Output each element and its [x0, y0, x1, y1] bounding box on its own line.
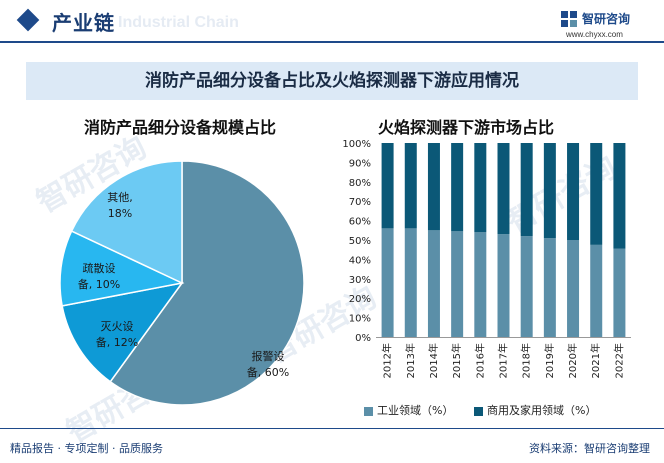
pie-label-baojing-line1: 报警设	[252, 349, 285, 363]
x-tick-label: 2021年	[589, 343, 602, 378]
bar-gongye-2015年	[451, 231, 464, 337]
x-tick-label: 2014年	[427, 343, 440, 378]
bar-gongye-2019年	[543, 238, 556, 337]
pie-slice-baojing	[109, 160, 305, 406]
pie-label-qita-line2: 18%	[108, 207, 132, 220]
x-tick-label: 2017年	[497, 343, 510, 378]
legend-swatch-shangyong	[474, 406, 483, 416]
bar-gongye-2016年	[474, 232, 487, 337]
bar-gongye-2013年	[404, 228, 417, 337]
brand-name: 智研咨询	[582, 12, 631, 26]
brand-logo-icon	[561, 11, 577, 27]
x-tick-label: 2015年	[450, 343, 463, 378]
brand: 智研咨询 www.chyxx.com	[560, 9, 652, 41]
bar-shangyong-2014年	[427, 143, 440, 231]
pie-slice-miehuo	[61, 281, 184, 383]
bar-shangyong-2020年	[567, 143, 580, 240]
bar-gongye-2017年	[497, 234, 510, 337]
bar-gongye-2021年	[590, 244, 603, 337]
bar-gongye-2014年	[427, 230, 440, 337]
bar-gongye-2022年	[613, 248, 626, 337]
pie-slice-qita	[70, 160, 183, 285]
x-tick-label: 2019年	[543, 343, 556, 378]
bar-shangyong-2019年	[543, 143, 556, 239]
pie-slice-shusan	[59, 230, 185, 307]
bar-gongye-2018年	[520, 236, 533, 337]
pie-label-shusan-line2: 备, 10%	[78, 277, 120, 291]
bar-shangyong-2017年	[497, 143, 510, 235]
y-tick-label: 0%	[355, 333, 371, 344]
footer-tagline: 精品报告 · 专项定制 · 品质服务	[10, 442, 163, 455]
pie-label-shusan-line1: 疏散设	[83, 261, 116, 275]
y-tick-label: 90%	[349, 158, 371, 169]
header-diamond-icon	[16, 8, 40, 32]
y-tick-label: 20%	[349, 294, 371, 305]
y-tick-label: 80%	[349, 178, 371, 189]
brand-url: www.chyxx.com	[566, 30, 623, 39]
chart-banner: 消防产品细分设备占比及火焰探测器下游应用情况	[26, 62, 638, 100]
x-tick-label: 2016年	[473, 343, 486, 378]
bar-gongye-2012年	[381, 228, 394, 337]
y-tick-label: 70%	[349, 197, 371, 208]
pie-label-miehuo-line2: 备, 12%	[96, 335, 138, 349]
header: Industrial Chain 产业链 智研咨询 www.chyxx.com	[0, 0, 664, 48]
y-tick-label: 50%	[349, 236, 371, 247]
legend-label-shangyong: 商用及家用领域（%）	[487, 404, 597, 417]
legend-item-gongye: 工业领域（%）	[364, 402, 453, 418]
x-tick-label: 2022年	[612, 343, 625, 378]
header-divider	[0, 41, 664, 43]
bar-shangyong-2015年	[451, 143, 464, 232]
page-title: 产业链	[52, 11, 115, 35]
y-tick-label: 40%	[349, 255, 371, 266]
y-tick-label: 60%	[349, 217, 371, 228]
banner-title: 消防产品细分设备占比及火焰探测器下游应用情况	[145, 71, 519, 91]
pie-label-miehuo-line1: 灭火设	[101, 320, 134, 333]
pie-label-baojing-line2: 备, 60%	[247, 365, 289, 379]
x-tick-label: 2020年	[566, 343, 579, 378]
x-tick-label: 2012年	[381, 343, 394, 378]
x-tick-label: 2018年	[520, 343, 533, 378]
bar-shangyong-2013年	[404, 143, 417, 229]
legend-item-shangyong: 商用及家用领域（%）	[474, 402, 596, 418]
stacked-bar-chart: 0% 10% 20% 30% 40% 50% 60% 70% 80% 90% 100% 2012年 20…	[342, 139, 631, 378]
bar-shangyong-2016年	[474, 143, 487, 233]
y-tick-label: 100%	[342, 139, 371, 150]
y-tick-label: 10%	[349, 314, 371, 325]
bar-gongye-2020年	[567, 240, 580, 337]
footer-divider	[0, 428, 664, 429]
pie-label-qita-line1: 其他,	[107, 191, 133, 204]
pie-chart-title: 消防产品细分设备规模占比	[84, 118, 277, 137]
legend-label-gongye: 工业领域（%）	[377, 404, 454, 417]
bar-shangyong-2018年	[520, 143, 533, 237]
header-watermark: Industrial Chain	[118, 14, 239, 31]
bar-shangyong-2021年	[590, 143, 603, 245]
bar-shangyong-2012年	[381, 143, 394, 229]
bar-chart-title: 火焰探测器下游市场占比	[378, 118, 555, 137]
legend-swatch-gongye	[364, 406, 373, 416]
bar-shangyong-2022年	[613, 143, 626, 249]
footer-source: 资料来源：智研咨询整理	[529, 442, 650, 455]
x-tick-label: 2013年	[404, 343, 417, 378]
y-tick-label: 30%	[349, 275, 371, 286]
